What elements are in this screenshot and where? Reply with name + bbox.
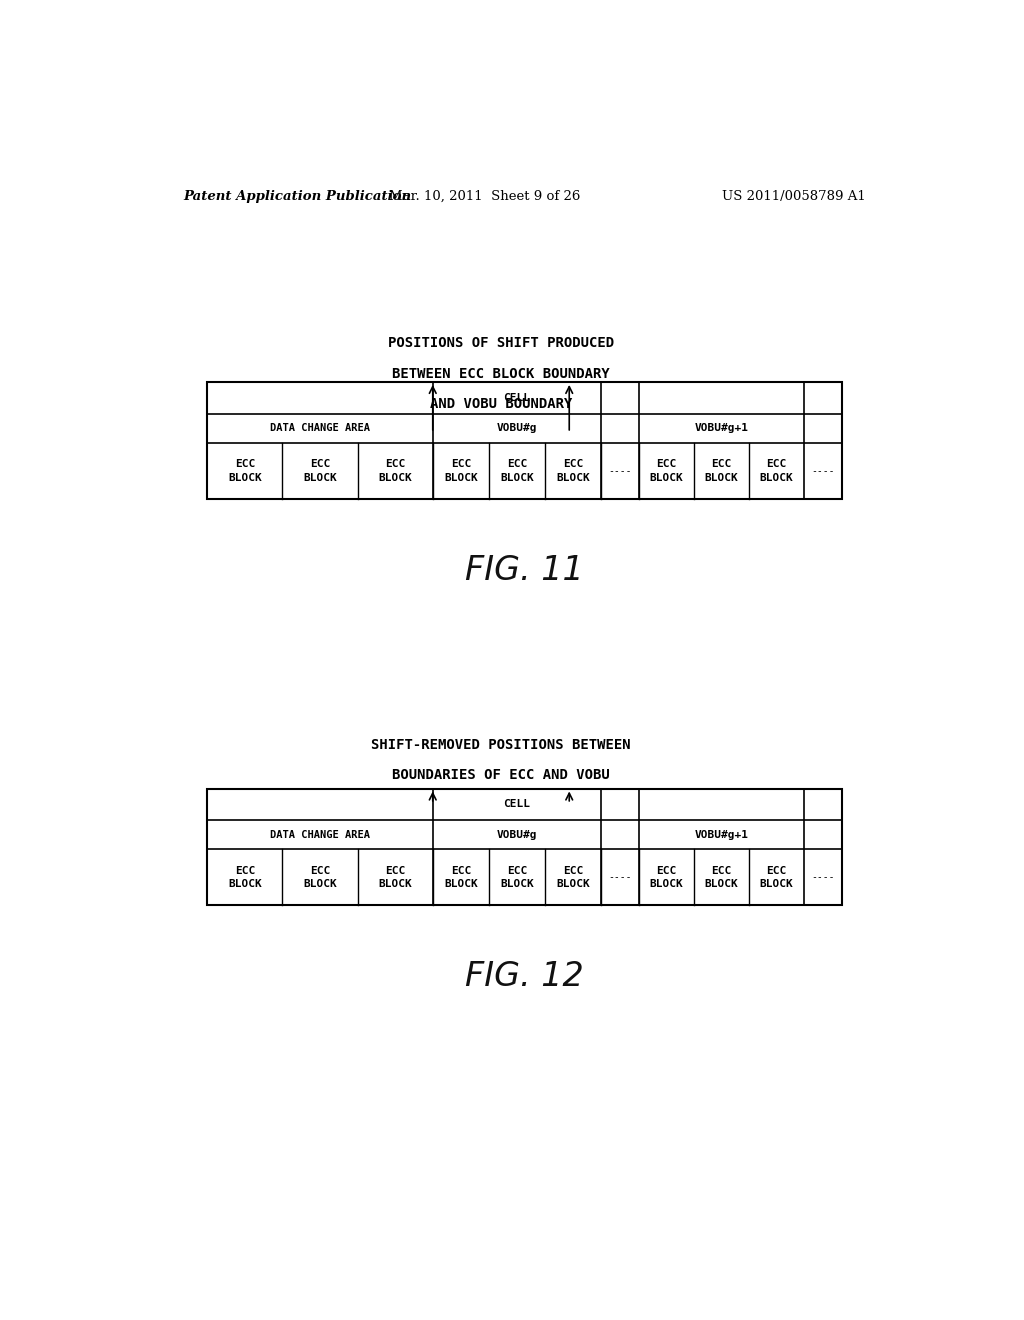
Text: BLOCK: BLOCK	[500, 473, 534, 483]
Text: ECC: ECC	[507, 459, 527, 469]
Text: BLOCK: BLOCK	[444, 473, 477, 483]
Text: BLOCK: BLOCK	[228, 473, 262, 483]
Bar	[207, 381, 843, 499]
Text: BLOCK: BLOCK	[705, 879, 738, 890]
Text: ECC: ECC	[656, 866, 677, 875]
Text: CELL: CELL	[504, 393, 530, 403]
Text: ECC: ECC	[451, 866, 471, 875]
Text: BLOCK: BLOCK	[378, 473, 412, 483]
Text: BLOCK: BLOCK	[303, 473, 337, 483]
Text: ECC: ECC	[712, 866, 732, 875]
Text: ECC: ECC	[310, 459, 330, 469]
Text: ECC: ECC	[310, 866, 330, 875]
Text: VOBU#g: VOBU#g	[497, 424, 538, 433]
Text: BLOCK: BLOCK	[378, 879, 412, 890]
Text: BLOCK: BLOCK	[760, 879, 794, 890]
Text: VOBU#g+1: VOBU#g+1	[694, 830, 749, 840]
Text: BLOCK: BLOCK	[444, 879, 477, 890]
Text: ECC: ECC	[385, 459, 406, 469]
Text: VOBU#g+1: VOBU#g+1	[694, 424, 749, 433]
Text: BLOCK: BLOCK	[303, 879, 337, 890]
Text: Patent Application Publication: Patent Application Publication	[183, 190, 412, 202]
Bar	[207, 788, 843, 906]
Text: BETWEEN ECC BLOCK BOUNDARY: BETWEEN ECC BLOCK BOUNDARY	[392, 367, 610, 380]
Text: ECC: ECC	[563, 459, 583, 469]
Text: ECC: ECC	[712, 459, 732, 469]
Text: ECC: ECC	[767, 866, 786, 875]
Text: AND VOBU BOUNDARY: AND VOBU BOUNDARY	[430, 397, 572, 412]
Text: ECC: ECC	[451, 459, 471, 469]
Text: FIG. 11: FIG. 11	[466, 553, 584, 586]
Text: BOUNDARIES OF ECC AND VOBU: BOUNDARIES OF ECC AND VOBU	[392, 768, 610, 783]
Text: VOBU#g: VOBU#g	[497, 830, 538, 840]
Text: ECC: ECC	[234, 459, 255, 469]
Text: Mar. 10, 2011  Sheet 9 of 26: Mar. 10, 2011 Sheet 9 of 26	[389, 190, 581, 202]
Text: BLOCK: BLOCK	[556, 879, 590, 890]
Text: ECC: ECC	[234, 866, 255, 875]
Text: DATA CHANGE AREA: DATA CHANGE AREA	[270, 830, 370, 840]
Text: BLOCK: BLOCK	[228, 879, 262, 890]
Text: BLOCK: BLOCK	[705, 473, 738, 483]
Text: BLOCK: BLOCK	[649, 879, 683, 890]
Text: BLOCK: BLOCK	[649, 473, 683, 483]
Text: ECC: ECC	[385, 866, 406, 875]
Text: ECC: ECC	[507, 866, 527, 875]
Text: US 2011/0058789 A1: US 2011/0058789 A1	[722, 190, 866, 202]
Text: ECC: ECC	[767, 459, 786, 469]
Text: BLOCK: BLOCK	[556, 473, 590, 483]
Text: BLOCK: BLOCK	[760, 473, 794, 483]
Text: SHIFT-REMOVED POSITIONS BETWEEN: SHIFT-REMOVED POSITIONS BETWEEN	[371, 738, 631, 752]
Text: ----: ----	[811, 873, 835, 882]
Text: FIG. 12: FIG. 12	[466, 960, 584, 993]
Text: ----: ----	[608, 873, 632, 882]
Text: DATA CHANGE AREA: DATA CHANGE AREA	[270, 424, 370, 433]
Text: CELL: CELL	[504, 800, 530, 809]
Text: ----: ----	[608, 466, 632, 475]
Text: ECC: ECC	[563, 866, 583, 875]
Text: ----: ----	[811, 466, 835, 475]
Text: BLOCK: BLOCK	[500, 879, 534, 890]
Text: POSITIONS OF SHIFT PRODUCED: POSITIONS OF SHIFT PRODUCED	[388, 337, 614, 350]
Text: ECC: ECC	[656, 459, 677, 469]
